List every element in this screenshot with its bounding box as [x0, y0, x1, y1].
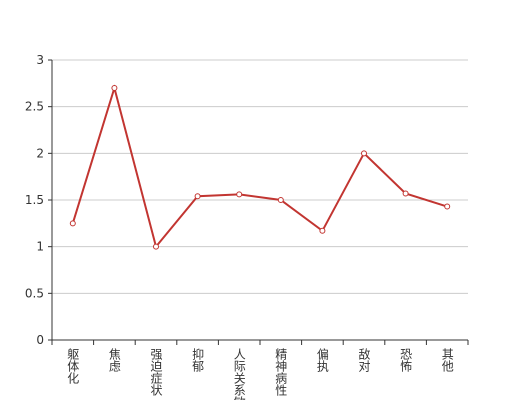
point [402, 190, 409, 197]
point [236, 191, 243, 198]
y-tick-label: 1 [36, 240, 44, 254]
y-tick-label: 0 [36, 333, 44, 347]
y-tick-label: 2 [36, 146, 44, 160]
x-tick-label: 焦虑 [107, 348, 121, 372]
y-tick-label: 3 [36, 53, 44, 67]
y-tick-label: 0.5 [25, 286, 44, 300]
x-tick-label: 恐怖 [399, 348, 413, 372]
x-tick-label: 敌对 [357, 347, 371, 372]
point [444, 203, 451, 210]
x-tick-label: 抑郁 [191, 347, 205, 373]
y-tick-label: 1.5 [25, 193, 44, 207]
line [71, 84, 448, 249]
x-tick-label: 偏执 [315, 347, 329, 373]
x-tick-label: 精神病性 [274, 348, 288, 397]
point [277, 197, 284, 203]
point [111, 85, 118, 91]
point [153, 243, 159, 250]
point [194, 193, 201, 200]
x-tick-label: 强迫症状 [149, 348, 163, 396]
y-tick-label: 2.5 [25, 100, 44, 114]
x-tick-label: 躯体化 [66, 347, 80, 385]
point [361, 150, 367, 157]
point [319, 227, 326, 234]
x-tick-label: 人际关系敏感 [232, 348, 246, 400]
point [69, 220, 76, 227]
x-tick-label: 其他 [440, 348, 454, 372]
